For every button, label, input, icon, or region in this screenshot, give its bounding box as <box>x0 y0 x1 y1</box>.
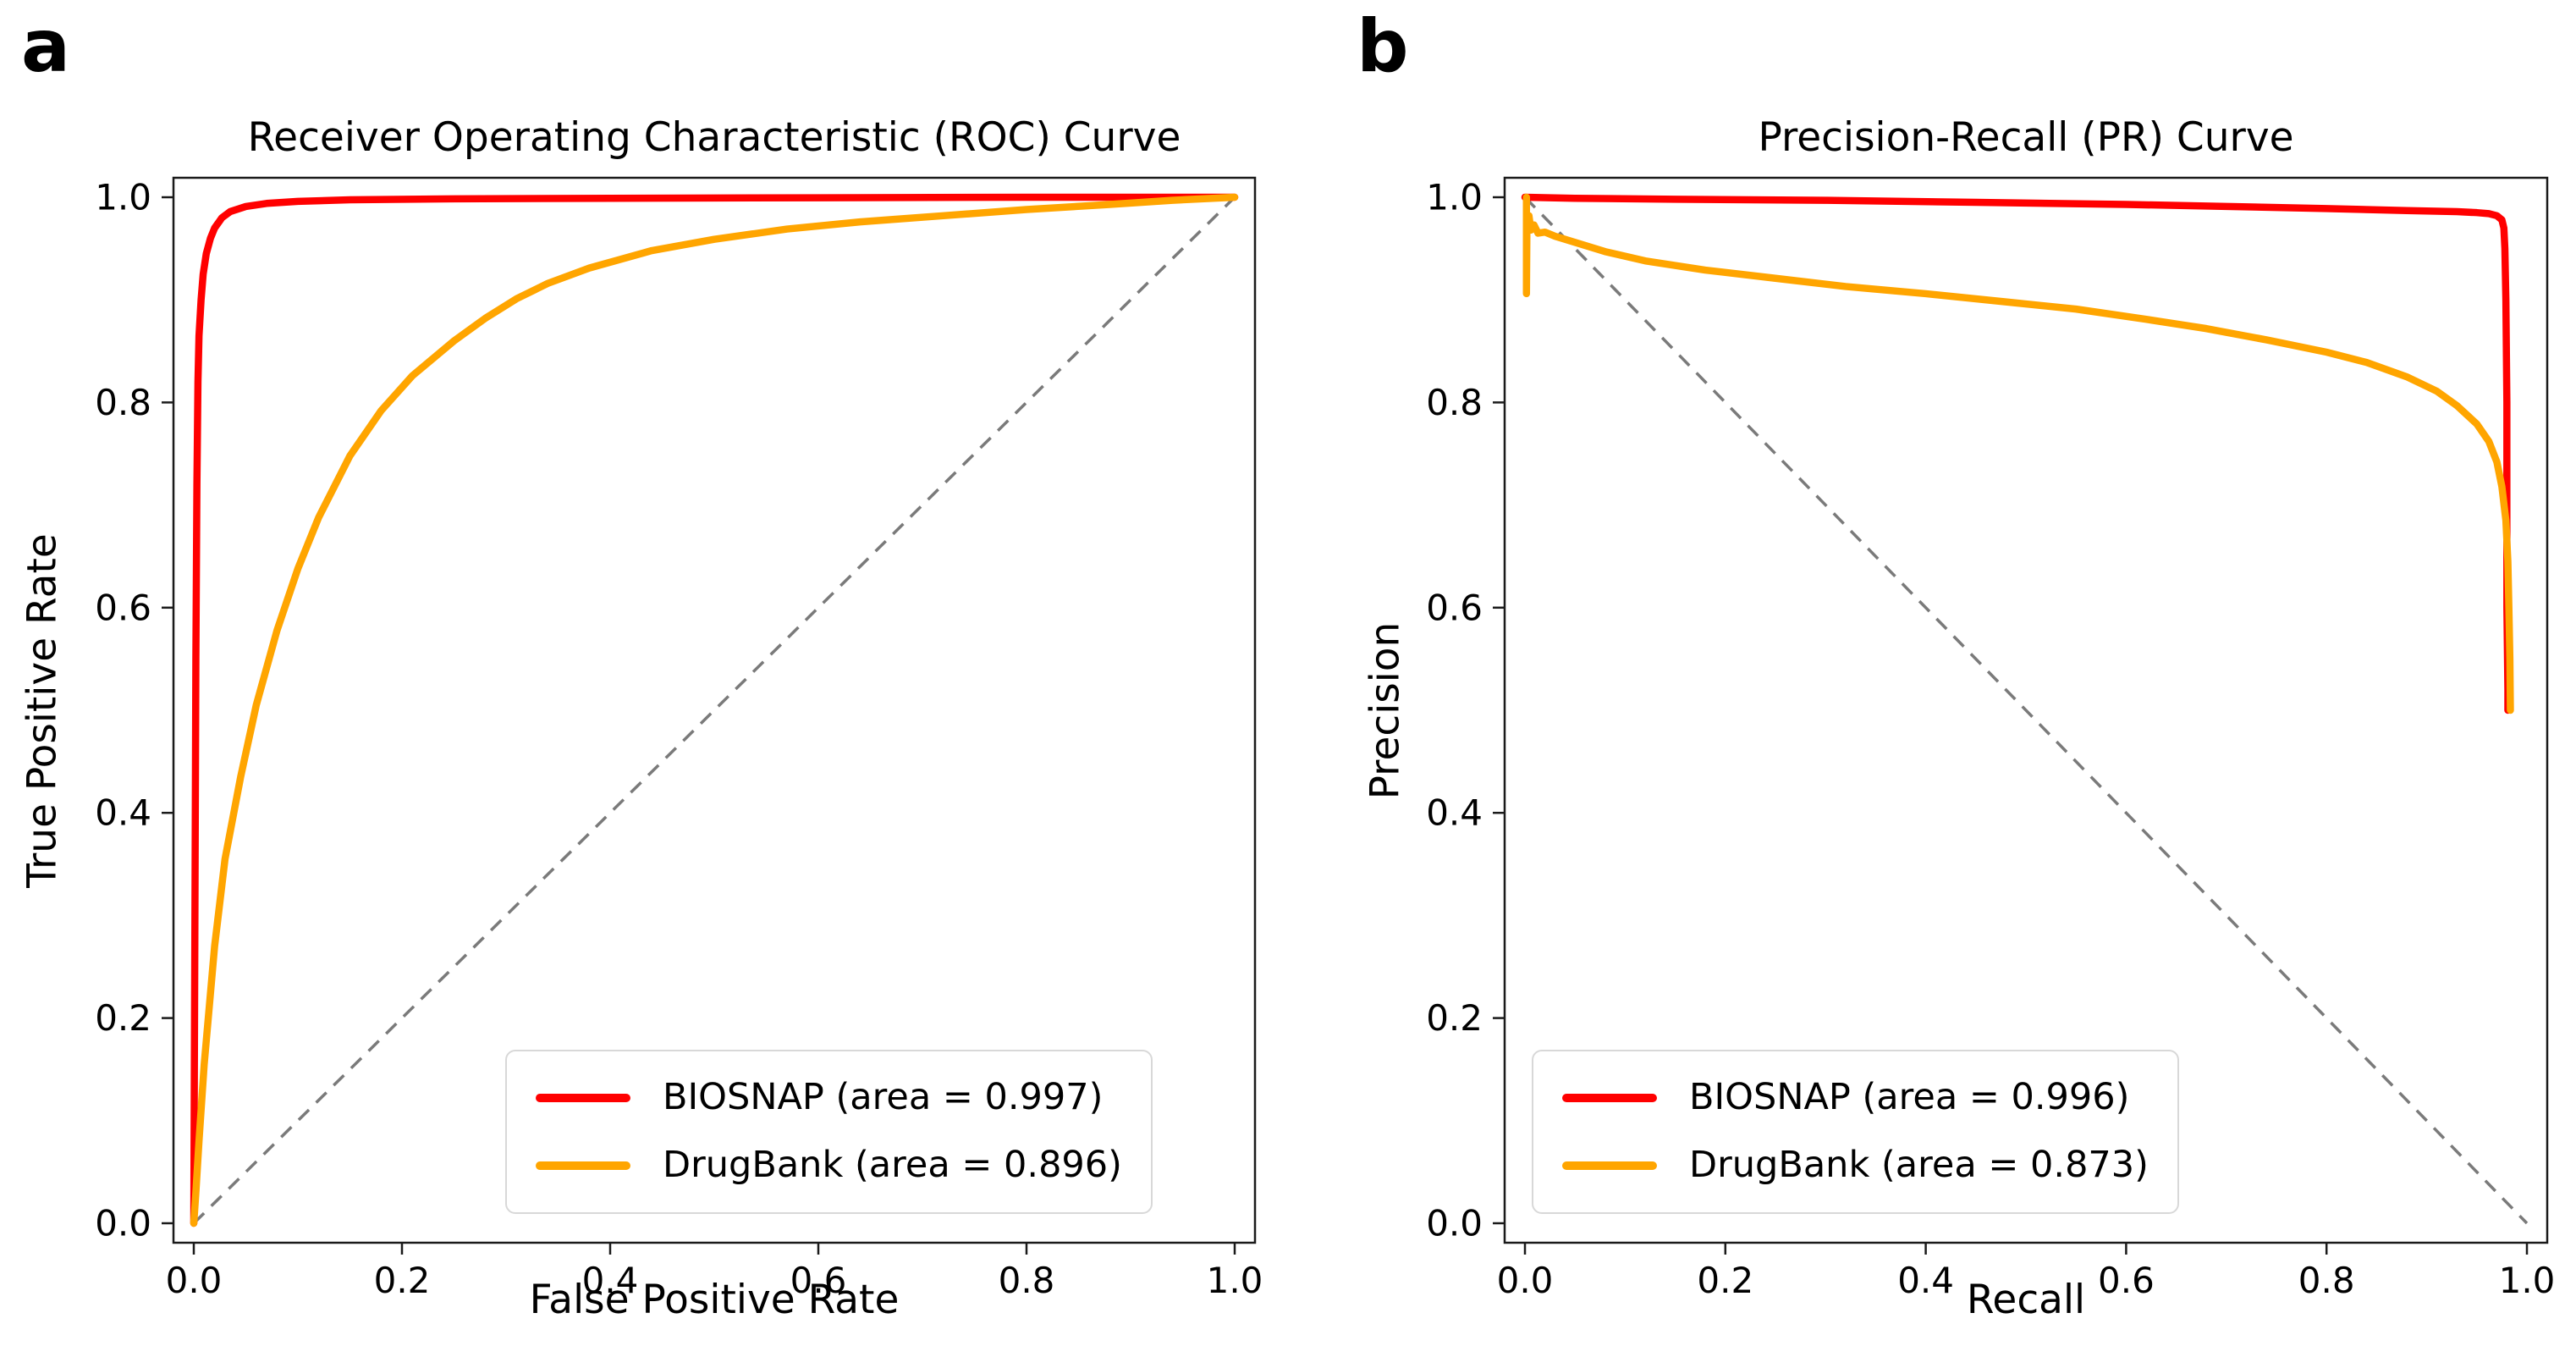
legend-roc: BIOSNAP (area = 0.997) DrugBank (area = 0… <box>505 1050 1153 1214</box>
x-tick-label: 0.2 <box>1697 1260 1753 1301</box>
x-tick-label: 0.8 <box>2298 1260 2355 1301</box>
biosnap-curve <box>190 193 1239 1227</box>
x-tick-label: 0.0 <box>166 1260 223 1301</box>
legend-entry: BIOSNAP (area = 0.997) <box>536 1075 1122 1121</box>
y-tick-label: 0.2 <box>95 997 151 1039</box>
drugbank-curve <box>1522 193 2514 714</box>
x-axis-label-roc: False Positive Rate <box>529 1277 900 1323</box>
drugbank-curve <box>190 193 1239 1227</box>
plot-frame <box>1503 176 2549 1244</box>
x-axis-label-pr: Recall <box>1966 1277 2086 1323</box>
x-tick-label: 0.0 <box>1497 1260 1554 1301</box>
legend-pr: BIOSNAP (area = 0.996) DrugBank (area = 0… <box>1532 1050 2179 1214</box>
y-tick-label: 1.0 <box>95 177 151 218</box>
chart-title-roc: Receiver Operating Characteristic (ROC) … <box>247 114 1181 161</box>
y-tick-label: 0.8 <box>1426 382 1483 423</box>
legend-entry: DrugBank (area = 0.873) <box>1562 1143 2149 1189</box>
roc-plot-area: 0.0 0.2 0.4 0.6 0.8 1.0 0.0 0.2 0.4 0.6 0.8 1.0 <box>95 176 1263 1302</box>
y-tick-label: 0.0 <box>95 1203 151 1244</box>
panel-letter-b: b <box>1357 4 1409 89</box>
x-tick-label: 0.4 <box>582 1260 639 1301</box>
biosnap-legend-swatch <box>536 1093 630 1102</box>
y-tick-label: 0.8 <box>95 382 151 423</box>
y-tick-label: 0.6 <box>1426 587 1483 628</box>
y-tick-label: 0.0 <box>1426 1203 1483 1244</box>
plot-frame <box>172 176 1257 1244</box>
drugbank-legend-swatch <box>536 1161 630 1170</box>
x-tick-label: 0.6 <box>2098 1260 2155 1301</box>
pr-plot-area: 0.0 0.2 0.4 0.6 0.8 1.0 0.0 0.2 0.4 0.6 0.8 1.0 <box>1426 176 2555 1302</box>
x-tick-label: 0.2 <box>374 1260 431 1301</box>
chart-title-pr: Precision-Recall (PR) Curve <box>1758 114 2294 161</box>
y-tick-label: 1.0 <box>1426 177 1483 218</box>
y-axis-label-roc: True Positive Rate <box>19 533 66 888</box>
legend-label: DrugBank (area = 0.873) <box>1689 1143 2149 1186</box>
y-tick-label: 0.4 <box>1426 792 1483 834</box>
drugbank-legend-swatch <box>1562 1161 1657 1170</box>
legend-label: BIOSNAP (area = 0.997) <box>663 1076 1104 1118</box>
x-tick-label: 0.4 <box>1897 1260 1954 1301</box>
y-axis-label-pr: Precision <box>1362 621 1409 800</box>
legend-label: DrugBank (area = 0.896) <box>663 1143 1122 1186</box>
biosnap-curve <box>1521 193 2512 714</box>
x-tick-label: 1.0 <box>2499 1260 2556 1301</box>
legend-label: BIOSNAP (area = 0.996) <box>1689 1076 2130 1118</box>
y-tick-label: 0.4 <box>95 792 151 834</box>
y-tick-label: 0.2 <box>1426 997 1483 1039</box>
x-tick-label: 0.6 <box>790 1260 847 1301</box>
baseline-diagonal <box>1523 196 2529 1225</box>
biosnap-legend-swatch <box>1562 1093 1657 1102</box>
legend-entry: BIOSNAP (area = 0.996) <box>1562 1075 2149 1121</box>
y-tick-label: 0.6 <box>95 587 151 628</box>
legend-entry: DrugBank (area = 0.896) <box>536 1143 1122 1189</box>
x-tick-label: 0.8 <box>999 1260 1055 1301</box>
x-tick-label: 1.0 <box>1207 1260 1263 1301</box>
panel-letter-a: a <box>21 4 71 89</box>
